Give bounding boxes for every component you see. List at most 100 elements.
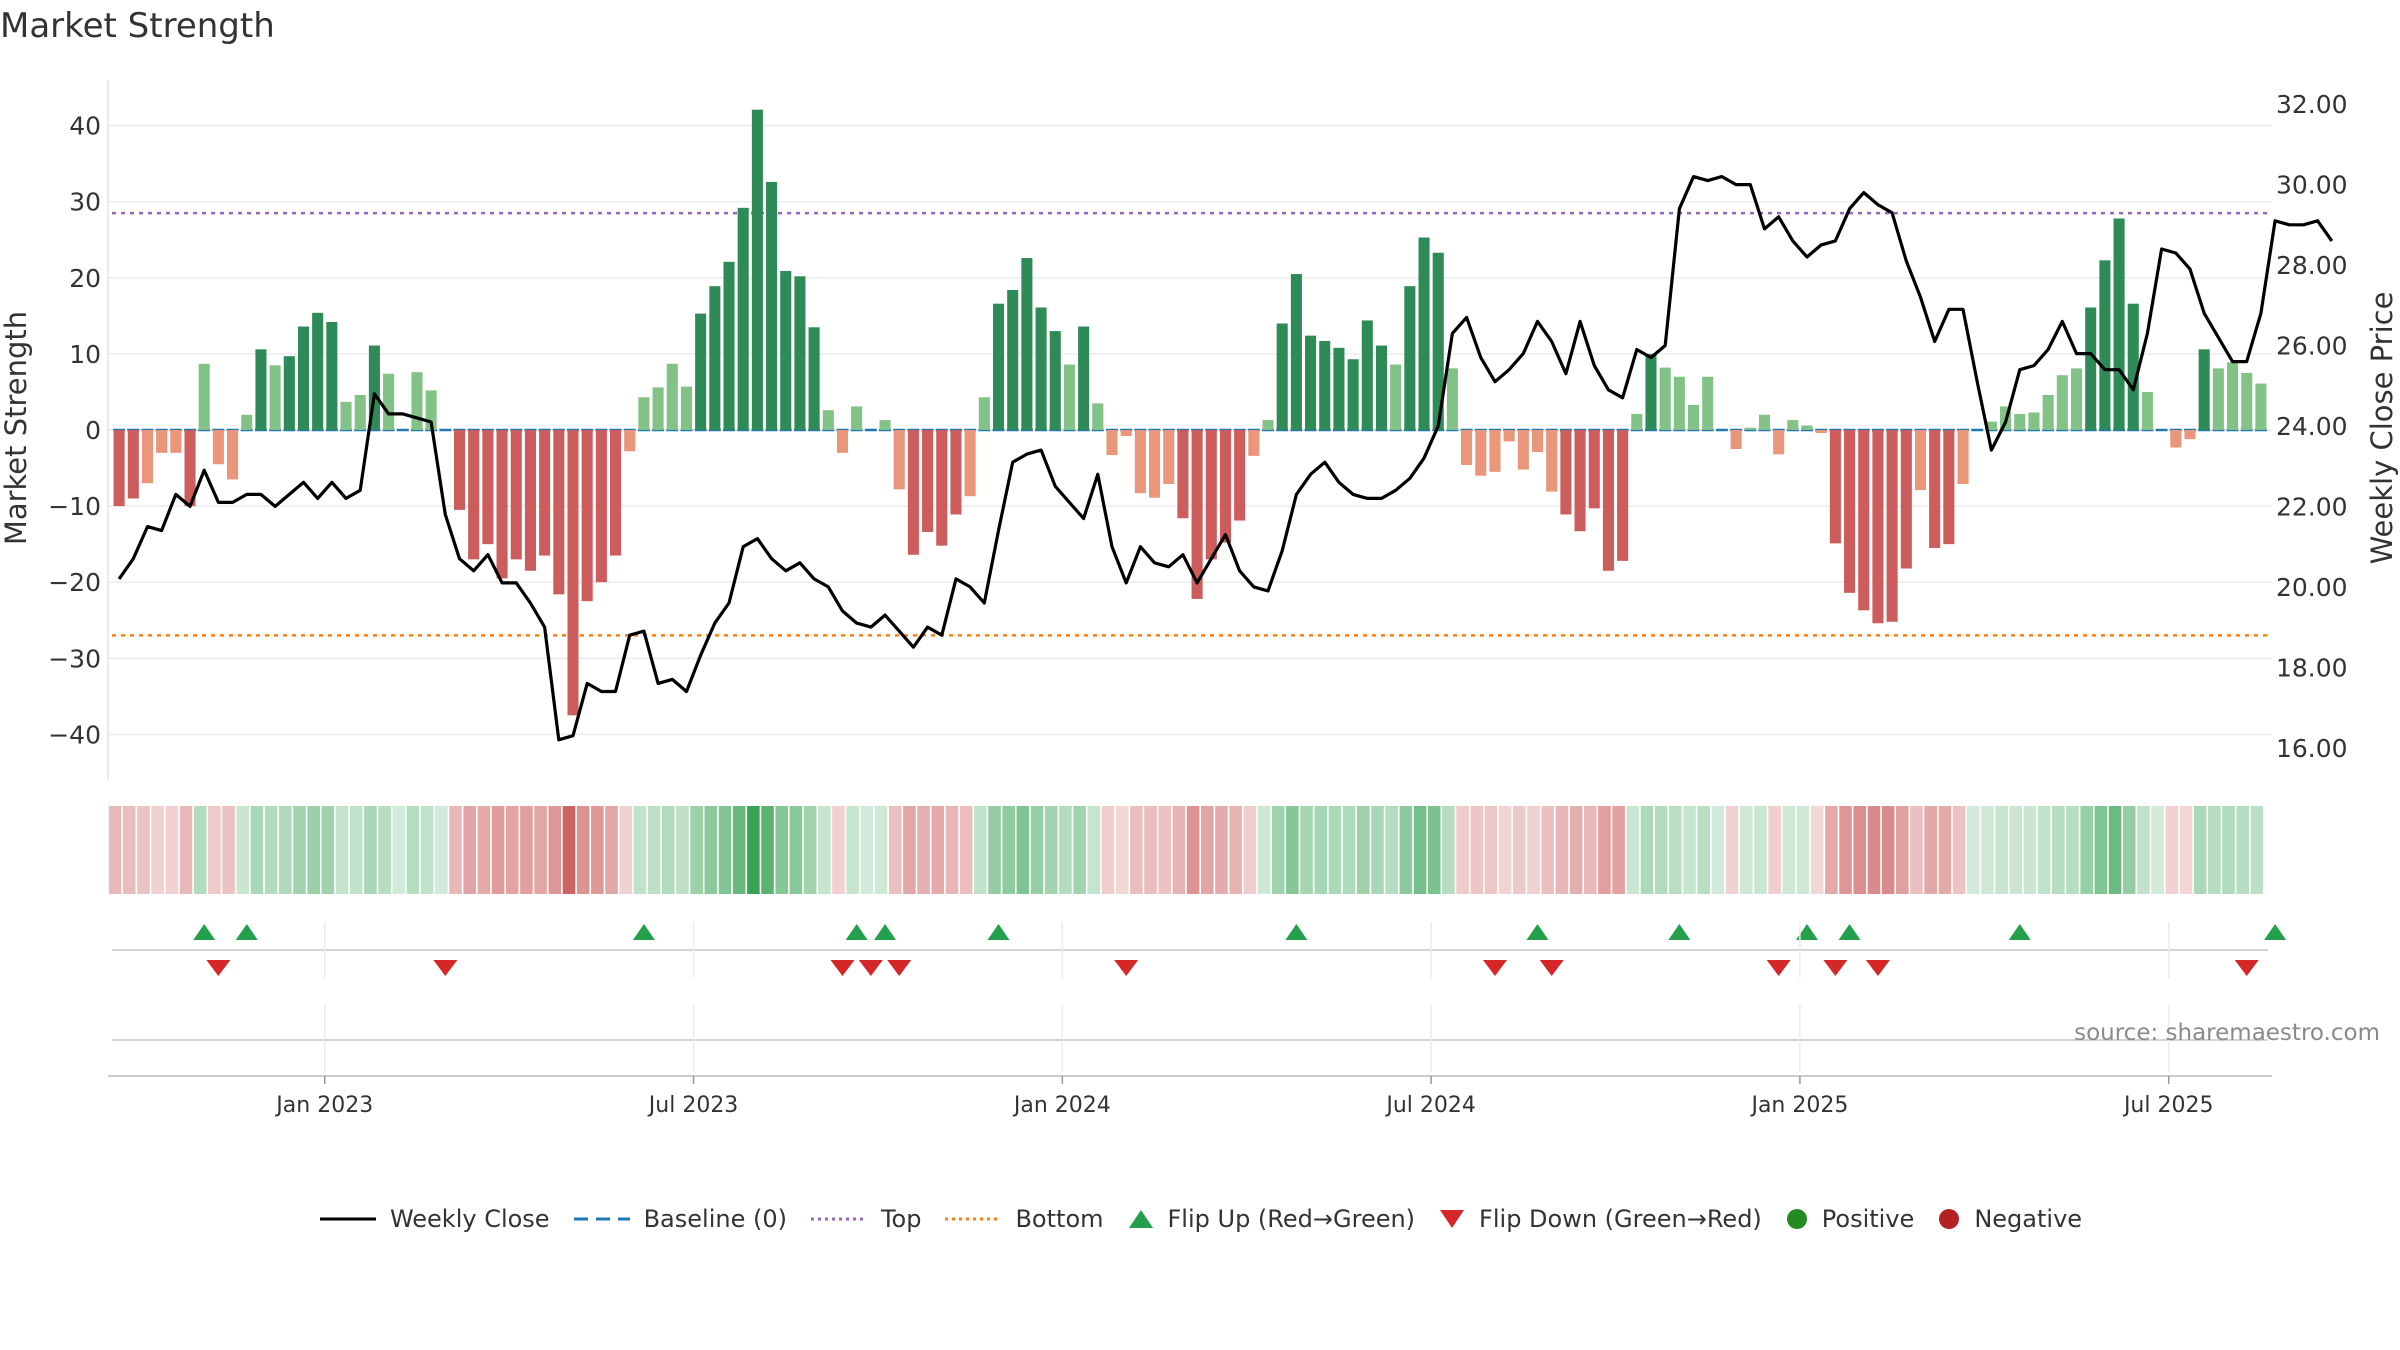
strength-bar	[1319, 340, 1331, 430]
y-tick-label-right: 30.00	[2276, 171, 2348, 200]
strength-bar	[936, 430, 948, 546]
strength-bar	[1858, 430, 1870, 611]
y-tick-label-left: −20	[48, 568, 101, 597]
strength-bar	[453, 430, 466, 510]
strength-bar	[907, 430, 919, 555]
weekly-close-line-group	[117, 175, 2334, 742]
strip-cell	[2151, 806, 2164, 894]
legend-negative[interactable]: Negative	[1936, 1205, 2082, 1233]
strip-cell	[349, 806, 363, 894]
y-axis-label-right: Weekly Close Price	[2365, 292, 2399, 565]
legend-baseline[interactable]: Baseline (0)	[572, 1205, 787, 1233]
flip-down-marker	[1539, 960, 1564, 976]
strength-bar	[1219, 430, 1231, 543]
strength-bar	[1475, 430, 1487, 476]
strength-bar	[922, 430, 934, 532]
legend-label: Negative	[1974, 1205, 2083, 1233]
strength-bar	[312, 312, 324, 430]
strength-bar	[1432, 252, 1444, 430]
strength-bar	[2099, 260, 2111, 430]
strip-cell	[1172, 806, 1186, 894]
strip-cell	[1115, 806, 1129, 894]
source-credit: source: sharemaestro.com	[2074, 1020, 2380, 1046]
strip-cell	[846, 806, 859, 894]
y-tick-label-right: 20.00	[2276, 573, 2348, 602]
strength-bar	[624, 430, 636, 452]
strip-cell	[1654, 806, 1668, 894]
flip-down-marker	[206, 960, 231, 976]
legend-label: Flip Up (Red→Green)	[1167, 1205, 1416, 1233]
regime-strip	[108, 806, 2264, 894]
flip-up-marker	[2008, 924, 2031, 940]
strength-bar	[1234, 430, 1246, 521]
strength-bar	[1730, 430, 1742, 450]
strip-cell	[903, 806, 916, 894]
strip-cell	[1484, 806, 1498, 894]
strip-cell	[1598, 806, 1611, 894]
strip-cell	[364, 806, 377, 894]
legend-flip-up[interactable]: Flip Up (Red→Green)	[1126, 1205, 1416, 1233]
strip-cell	[1229, 806, 1242, 894]
strip-cell	[661, 806, 675, 894]
strip-cell	[704, 806, 718, 894]
strip-cell	[1470, 806, 1484, 894]
strength-bar	[2085, 307, 2097, 430]
strip-cell	[1867, 806, 1881, 894]
strip-cell	[1810, 806, 1824, 894]
strength-bar	[709, 286, 721, 430]
strength-bar	[1092, 403, 1104, 430]
strip-cell	[2094, 806, 2108, 894]
strength-bar	[1886, 430, 1898, 622]
y-tick-label-left: 0	[85, 416, 101, 445]
strip-cell	[1257, 806, 1271, 894]
strength-bar	[794, 276, 806, 430]
strength-bar	[1574, 430, 1586, 532]
strip-cell	[1754, 806, 1767, 894]
strength-bar	[383, 373, 395, 430]
strip-cell	[236, 806, 250, 894]
strength-bar	[2212, 368, 2224, 430]
strip-cell	[2137, 806, 2150, 894]
strength-bar	[1673, 376, 1685, 430]
strip-cell	[1966, 806, 1980, 894]
flip-up-marker	[1526, 924, 1549, 940]
strip-cell	[690, 806, 703, 894]
strength-bar	[1276, 323, 1288, 430]
strip-cell	[1981, 806, 1994, 894]
strip-cell	[1300, 806, 1313, 894]
flip-down-marker	[433, 960, 458, 976]
legend-flip-down[interactable]: Flip Down (Green→Red)	[1437, 1205, 1762, 1233]
strength-bar	[836, 430, 849, 453]
strip-cell	[1186, 806, 1200, 894]
strip-cell	[832, 806, 845, 894]
strip-cell	[1881, 806, 1895, 894]
strength-bar	[780, 270, 792, 430]
strip-cell	[449, 806, 462, 894]
strip-cell	[1910, 806, 1923, 894]
strength-bar	[1177, 430, 1189, 519]
strip-cell	[151, 806, 164, 894]
legend-bottom[interactable]: Bottom	[943, 1205, 1104, 1233]
strength-bar	[666, 363, 678, 430]
legend-weekly-close[interactable]: Weekly Close	[318, 1205, 550, 1233]
x-tick-label: Jul 2023	[647, 1093, 739, 1118]
strip-cell	[2037, 806, 2051, 894]
strength-bar	[766, 181, 778, 430]
strength-bar	[1985, 421, 1997, 430]
legend-top[interactable]: Top	[809, 1205, 921, 1233]
strength-bar	[751, 109, 763, 430]
legend-positive[interactable]: Positive	[1784, 1205, 1914, 1233]
strip-cell	[1130, 806, 1143, 894]
strength-bar	[723, 261, 735, 430]
strength-bar	[695, 313, 707, 430]
strength-bar	[496, 430, 508, 579]
legend-dash-swatch	[573, 1217, 630, 1221]
y-tick-label-right: 26.00	[2276, 332, 2348, 361]
flip-up-marker	[235, 924, 258, 940]
strip-cell	[1371, 806, 1384, 894]
strength-bar	[553, 430, 565, 595]
strip-cell	[1087, 806, 1101, 894]
strength-bar	[1929, 430, 1941, 548]
strength-bar	[1787, 420, 1799, 430]
strength-bar	[1078, 326, 1090, 430]
